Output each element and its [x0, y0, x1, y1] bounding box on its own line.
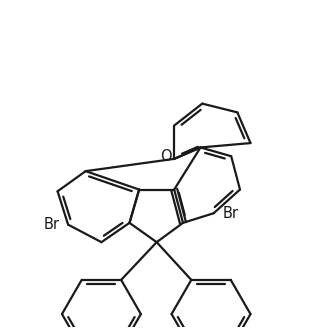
Text: Br: Br: [222, 206, 239, 221]
Text: O: O: [160, 149, 172, 164]
Text: Br: Br: [43, 217, 59, 232]
